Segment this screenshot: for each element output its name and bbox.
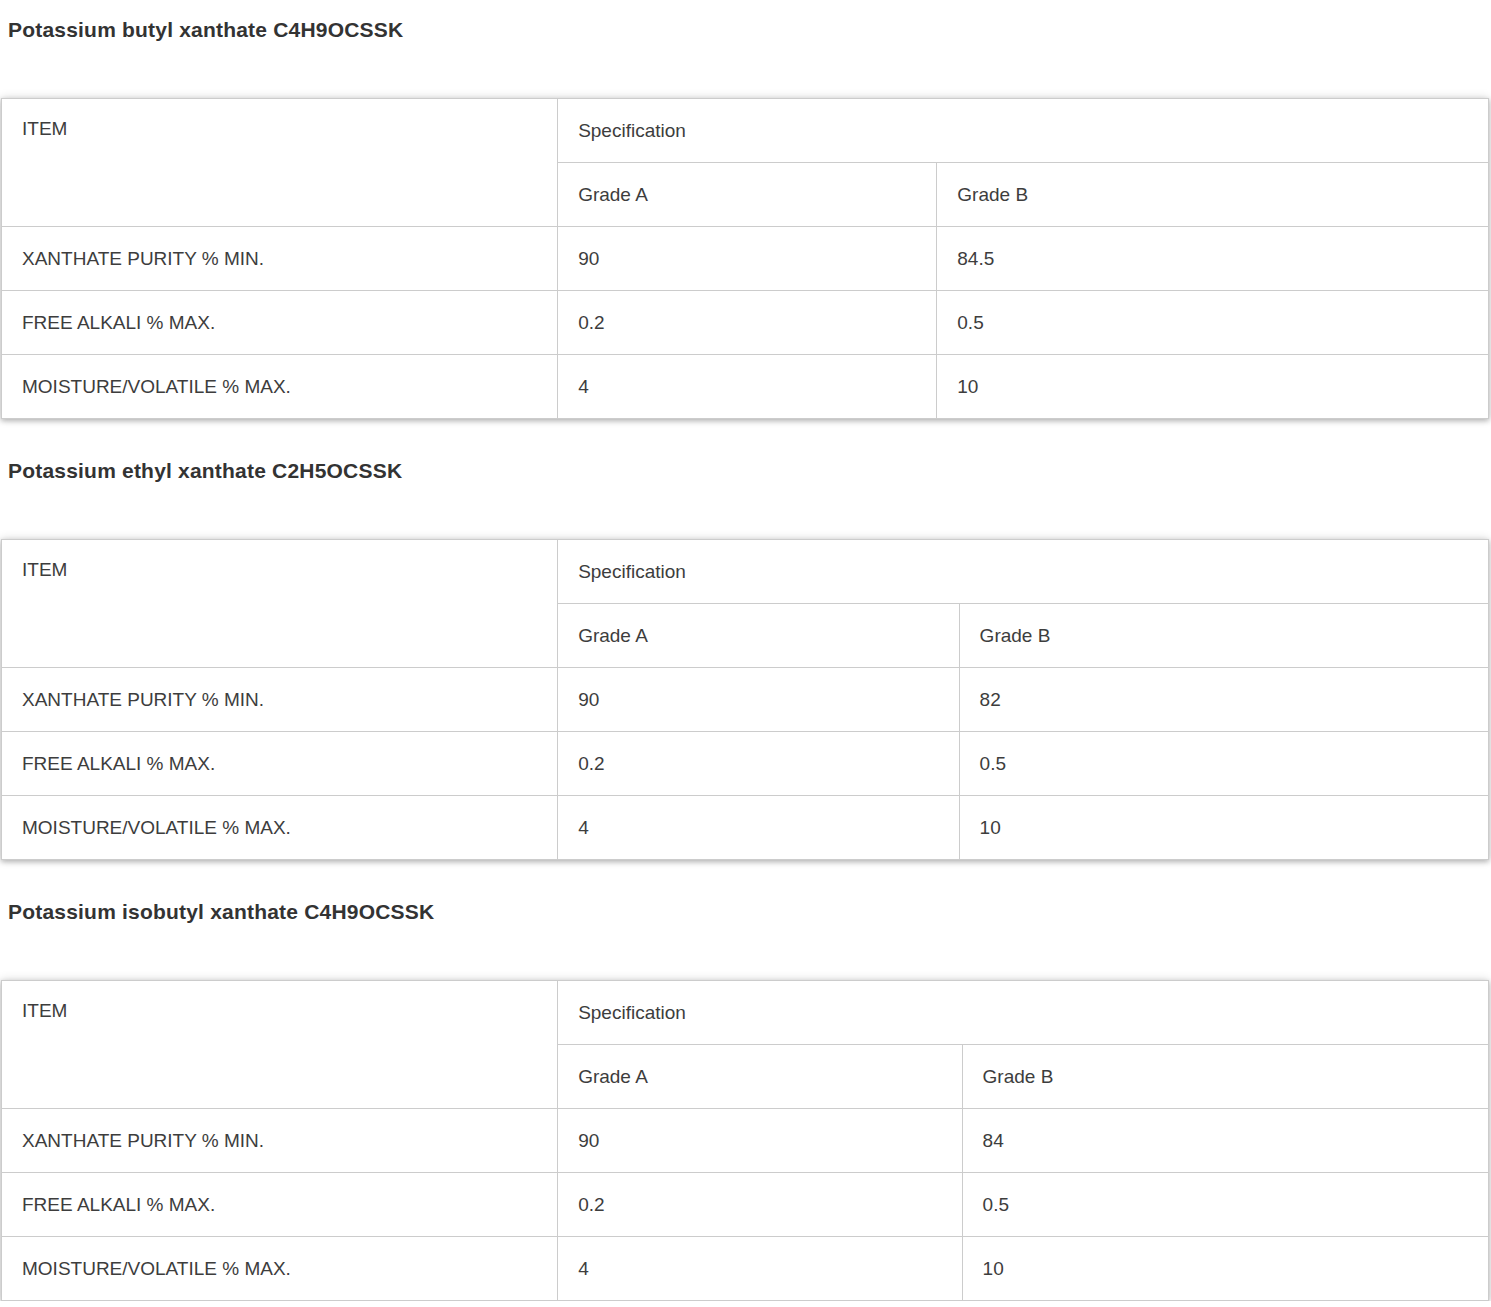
specification-header: Specification [558, 540, 1489, 604]
grade-a-value: 90 [558, 668, 959, 732]
table-header-row: ITEM Specification [2, 99, 1489, 163]
table-row: MOISTURE/VOLATILE % MAX. 4 10 [2, 1237, 1489, 1301]
grade-b-value: 82 [959, 668, 1488, 732]
table-header-row: ITEM Specification [2, 540, 1489, 604]
spec-item-label: FREE ALKALI % MAX. [2, 291, 558, 355]
grade-a-value: 90 [558, 1109, 962, 1173]
grade-b-value: 10 [937, 355, 1489, 419]
spec-item-label: XANTHATE PURITY % MIN. [2, 668, 558, 732]
spec-item-label: XANTHATE PURITY % MIN. [2, 227, 558, 291]
grade-a-value: 4 [558, 1237, 962, 1301]
table-row: MOISTURE/VOLATILE % MAX. 4 10 [2, 796, 1489, 860]
grade-a-value: 4 [558, 796, 959, 860]
grade-a-header: Grade A [558, 1045, 962, 1109]
table-row: XANTHATE PURITY % MIN. 90 84 [2, 1109, 1489, 1173]
spec-item-label: XANTHATE PURITY % MIN. [2, 1109, 558, 1173]
item-header: ITEM [2, 99, 558, 227]
spec-item-label: MOISTURE/VOLATILE % MAX. [2, 1237, 558, 1301]
spec-table-butyl: ITEM Specification Grade A Grade B XANTH… [1, 98, 1489, 419]
table-row: MOISTURE/VOLATILE % MAX. 4 10 [2, 355, 1489, 419]
table-row: FREE ALKALI % MAX. 0.2 0.5 [2, 1173, 1489, 1237]
table-row: XANTHATE PURITY % MIN. 90 84.5 [2, 227, 1489, 291]
section-potassium-butyl-xanthate: Potassium butyl xanthate C4H9OCSSK ITEM … [0, 17, 1491, 419]
table-header-row: ITEM Specification [2, 981, 1489, 1045]
grade-b-header: Grade B [962, 1045, 1488, 1109]
specification-header: Specification [558, 99, 1489, 163]
product-title: Potassium ethyl xanthate C2H5OCSSK [8, 458, 1483, 484]
grade-b-header: Grade B [959, 604, 1488, 668]
grade-b-value: 0.5 [962, 1173, 1488, 1237]
grade-b-value: 84.5 [937, 227, 1489, 291]
grade-b-value: 10 [959, 796, 1488, 860]
grade-a-value: 0.2 [558, 1173, 962, 1237]
specification-header: Specification [558, 981, 1489, 1045]
table-row: XANTHATE PURITY % MIN. 90 82 [2, 668, 1489, 732]
spec-item-label: MOISTURE/VOLATILE % MAX. [2, 355, 558, 419]
grade-b-value: 84 [962, 1109, 1488, 1173]
table-row: FREE ALKALI % MAX. 0.2 0.5 [2, 732, 1489, 796]
grade-b-value: 0.5 [937, 291, 1489, 355]
item-header: ITEM [2, 981, 558, 1109]
section-potassium-ethyl-xanthate: Potassium ethyl xanthate C2H5OCSSK ITEM … [0, 458, 1491, 860]
grade-a-header: Grade A [558, 604, 959, 668]
table-row: FREE ALKALI % MAX. 0.2 0.5 [2, 291, 1489, 355]
grade-a-value: 0.2 [558, 732, 959, 796]
section-potassium-isobutyl-xanthate: Potassium isobutyl xanthate C4H9OCSSK IT… [0, 899, 1491, 1301]
grade-a-value: 90 [558, 227, 937, 291]
spec-item-label: MOISTURE/VOLATILE % MAX. [2, 796, 558, 860]
grade-a-value: 0.2 [558, 291, 937, 355]
spec-table-ethyl: ITEM Specification Grade A Grade B XANTH… [1, 539, 1489, 860]
spec-table-isobutyl: ITEM Specification Grade A Grade B XANTH… [1, 980, 1489, 1301]
spec-item-label: FREE ALKALI % MAX. [2, 732, 558, 796]
product-title: Potassium isobutyl xanthate C4H9OCSSK [8, 899, 1483, 925]
grade-a-value: 4 [558, 355, 937, 419]
grade-b-header: Grade B [937, 163, 1489, 227]
grade-b-value: 0.5 [959, 732, 1488, 796]
grade-a-header: Grade A [558, 163, 937, 227]
item-header: ITEM [2, 540, 558, 668]
grade-b-value: 10 [962, 1237, 1488, 1301]
product-title: Potassium butyl xanthate C4H9OCSSK [8, 17, 1483, 43]
spec-item-label: FREE ALKALI % MAX. [2, 1173, 558, 1237]
